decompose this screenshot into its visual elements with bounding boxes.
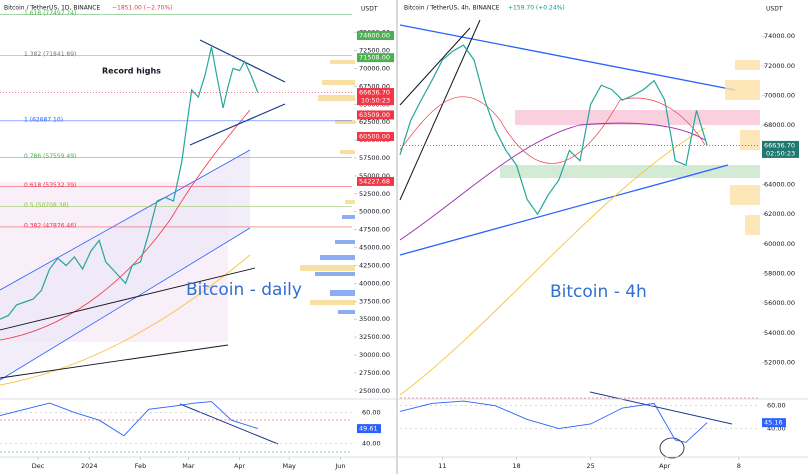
x-tick-label: Dec (32, 462, 45, 470)
y-tick-label: 52500.00 (359, 190, 390, 198)
y-tick-label: 50000.00 (359, 208, 390, 216)
daily-drawings (0, 39, 355, 453)
y-tick-label: 68000.00 (764, 121, 795, 129)
fib-label: 1.382 (71841.89) (24, 51, 76, 58)
last-price-badge (357, 88, 394, 106)
y-tick-label: 42500.00 (359, 261, 390, 269)
price-change: −1851.00 (−2.70%) (112, 5, 173, 12)
price-change: +159.70 (+0.24%) (508, 5, 565, 12)
x-tick-label: 2024 (81, 462, 98, 470)
chart-title: Bitcoin / TetherUS, 4h, BINANCE (404, 5, 500, 12)
y-tick-label: 60000.00 (764, 240, 795, 248)
y-tick-label: 27500.00 (359, 369, 390, 377)
y-tick-label: 56000.00 (764, 299, 795, 307)
fib-label: 0.618 (53532.39) (24, 182, 76, 189)
y-tick-label: 64000.00 (764, 181, 795, 189)
y-tick-label: 70000.00 (764, 92, 795, 100)
4h-drawings (399, 19, 760, 459)
y-tick-label: 55000.00 (359, 172, 390, 180)
x-tick-label: 8 (737, 462, 741, 470)
last-price-label: 66636.70 (359, 89, 390, 97)
x-tick-label: Mar (182, 462, 195, 470)
price-badge (357, 176, 394, 186)
price-badge-label: 54227.68 (359, 177, 390, 185)
fib-label: 1.618 (77497.74) (24, 10, 76, 17)
y-tick-label: 72000.00 (764, 62, 795, 70)
rsi-tick-label: 60.00 (767, 402, 786, 410)
y-tick-label: 37500.00 (359, 297, 390, 305)
rsi-badge (762, 418, 786, 428)
x-tick-label: Apr (659, 462, 671, 470)
currency: USDT (766, 6, 783, 13)
y-tick-label: 72500.00 (359, 47, 390, 55)
rsi-badge-label: 49.61 (359, 425, 378, 433)
x-tick-label: Apr (234, 462, 246, 470)
price-badge (357, 53, 394, 63)
y-tick-label: 58000.00 (764, 269, 795, 277)
rsi-tick-label: 40.00 (362, 440, 381, 448)
price-badge (357, 132, 394, 142)
price-line (0, 46, 259, 320)
y-tick-label: 35000.00 (359, 315, 390, 323)
y-tick-label: 62000.00 (764, 210, 795, 218)
y-tick-label: 25000.00 (359, 387, 390, 395)
rsi-line (399, 400, 708, 443)
y-tick-label: 74000.00 (764, 32, 795, 40)
price-badge-label: 74600.00 (359, 31, 390, 39)
watermark: Bitcoin - daily (186, 280, 302, 300)
y-tick-label: 52000.00 (764, 358, 795, 366)
currency: USDT (361, 6, 378, 13)
y-tick-label: 67500.00 (359, 82, 390, 90)
y-tick-label: 32500.00 (359, 333, 390, 341)
x-tick-label: 25 (586, 462, 594, 470)
fib-label: 0.382 (47876.46) (24, 222, 76, 229)
price-line (399, 44, 708, 216)
price-badge-label: 63509.00 (359, 111, 390, 119)
y-tick-label: 45000.00 (359, 244, 390, 252)
y-tick-label: 57500.00 (359, 154, 390, 162)
y-tick-label: 54000.00 (764, 329, 795, 337)
rsi-badge (357, 424, 381, 434)
price-badge (357, 30, 394, 40)
fib-label: 0.786 (57559.49) (24, 153, 76, 160)
fib-label: 1 (62687.10) (24, 116, 63, 123)
fib-label: 0.5 (50708.38) (24, 202, 69, 209)
last-price-badge (762, 140, 799, 158)
price-badge-label: 60500.00 (359, 133, 390, 141)
price-badge-label: 71508.00 (359, 54, 390, 62)
y-tick-label: 30000.00 (359, 351, 390, 359)
price-badge (357, 110, 394, 120)
y-tick-label: 62500.00 (359, 118, 390, 126)
x-tick-label: Feb (135, 462, 147, 470)
watermark: Bitcoin - 4h (550, 282, 647, 302)
rsi-line (0, 401, 258, 437)
chart-title: Bitcoin / TetherUS, 1D, BINANCE (4, 5, 100, 12)
x-tick-label: May (282, 462, 296, 470)
y-tick-label: 47500.00 (359, 226, 390, 234)
last-price-label: 66636.70 (764, 141, 795, 149)
countdown: 02:50:23 (766, 149, 795, 157)
countdown: 10:50:23 (361, 97, 390, 105)
y-tick-label: 40000.00 (359, 279, 390, 287)
x-tick-label: 18 (512, 462, 520, 470)
rsi-badge-label: 45.16 (764, 419, 783, 427)
x-tick-label: Jun (334, 462, 345, 470)
rsi-tick-label: 40.00 (767, 425, 786, 433)
x-tick-label: 11 (438, 462, 446, 470)
y-tick-label: 70000.00 (359, 64, 390, 72)
rsi-tick-label: 60.00 (362, 408, 381, 416)
annotation: Record highs (102, 67, 161, 76)
